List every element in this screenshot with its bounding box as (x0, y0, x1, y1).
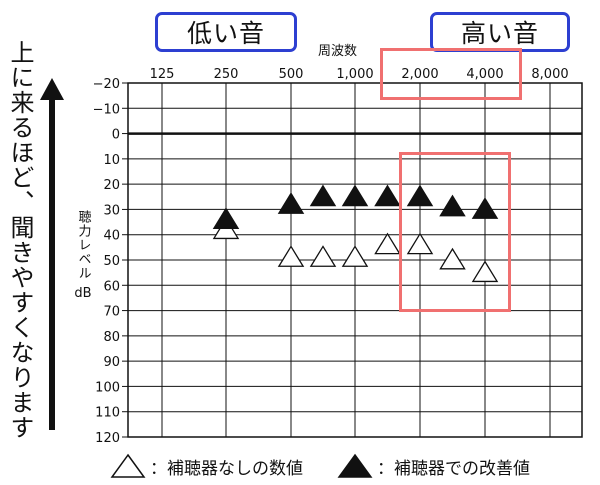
unaided-point-2 (309, 245, 337, 267)
y-tick-label-120: 120 (95, 431, 120, 446)
legend-item-with-aid: ：補聴器での改善値 (337, 453, 530, 479)
y-tick-label--10: −10 (93, 102, 120, 117)
high-sound-label: 高い音 (430, 12, 570, 52)
x-tick-label-1000: 1,000 (336, 67, 373, 82)
high-freq-data-highlight (399, 152, 511, 312)
unaided-point-5 (406, 232, 434, 255)
y-tick-label-30: 30 (103, 203, 120, 218)
high-freq-header-highlight (380, 48, 522, 100)
legend: ：補聴器なしの数値 ：補聴器での改善値 (110, 452, 564, 480)
y-tick-label--20: −20 (93, 77, 120, 92)
aided-point-7 (471, 197, 499, 219)
y-tick-label-70: 70 (103, 305, 120, 320)
y-tick-label-80: 80 (103, 330, 120, 345)
low-sound-label: 低い音 (155, 12, 297, 52)
aided-point-6 (439, 194, 466, 217)
aided-point-4 (374, 184, 401, 207)
y-tick-label-40: 40 (103, 229, 120, 244)
unaided-point-3 (341, 245, 369, 267)
unaided-point-6 (439, 247, 466, 270)
y-axis-title-text: 聴力レベル (75, 210, 91, 280)
y-axis-unit: dB (74, 286, 92, 301)
unaided-point-1 (277, 245, 305, 267)
y-tick-label-110: 110 (95, 406, 120, 421)
aided-point-1 (277, 192, 305, 214)
open-triangle-icon (110, 453, 146, 478)
y-tick-label-60: 60 (103, 279, 120, 294)
aided-point-5 (406, 184, 434, 207)
y-tick-label-10: 10 (103, 153, 120, 168)
legend-label-without-aid: 補聴器なしの数値 (167, 458, 303, 479)
high-sound-text: 高い音 (460, 19, 539, 48)
y-axis-title: 聴力レベル dB (70, 210, 96, 301)
x-tick-label-250: 250 (214, 67, 239, 82)
y-tick-label-100: 100 (95, 380, 120, 395)
side-caption: 上に来るほど、聞きやすくなります (6, 40, 34, 440)
aided-point-0 (212, 207, 240, 229)
x-tick-label-500: 500 (279, 67, 304, 82)
unaided-point-7 (471, 260, 499, 283)
x-tick-label-4000: 4,000 (466, 67, 503, 82)
y-tick-label-0: 0 (112, 128, 120, 143)
y-tick-label-20: 20 (103, 178, 120, 193)
legend-item-without-aid: ：補聴器なしの数値 (110, 453, 303, 479)
x-tick-label-8000: 8,000 (531, 67, 568, 82)
aided-point-3 (341, 184, 369, 207)
x-tick-label-125: 125 (150, 67, 175, 82)
x-tick-label-2000: 2,000 (401, 67, 438, 82)
x-axis-title: 周波数 (318, 44, 358, 59)
filled-triangle-icon (337, 453, 373, 478)
legend-label-with-aid: 補聴器での改善値 (394, 458, 530, 479)
up-arrow-icon (40, 78, 64, 430)
aided-point-2 (309, 184, 337, 207)
y-tick-label-90: 90 (103, 355, 120, 370)
y-tick-label-50: 50 (103, 254, 120, 269)
low-sound-text: 低い音 (186, 19, 265, 48)
unaided-point-4 (374, 232, 401, 255)
